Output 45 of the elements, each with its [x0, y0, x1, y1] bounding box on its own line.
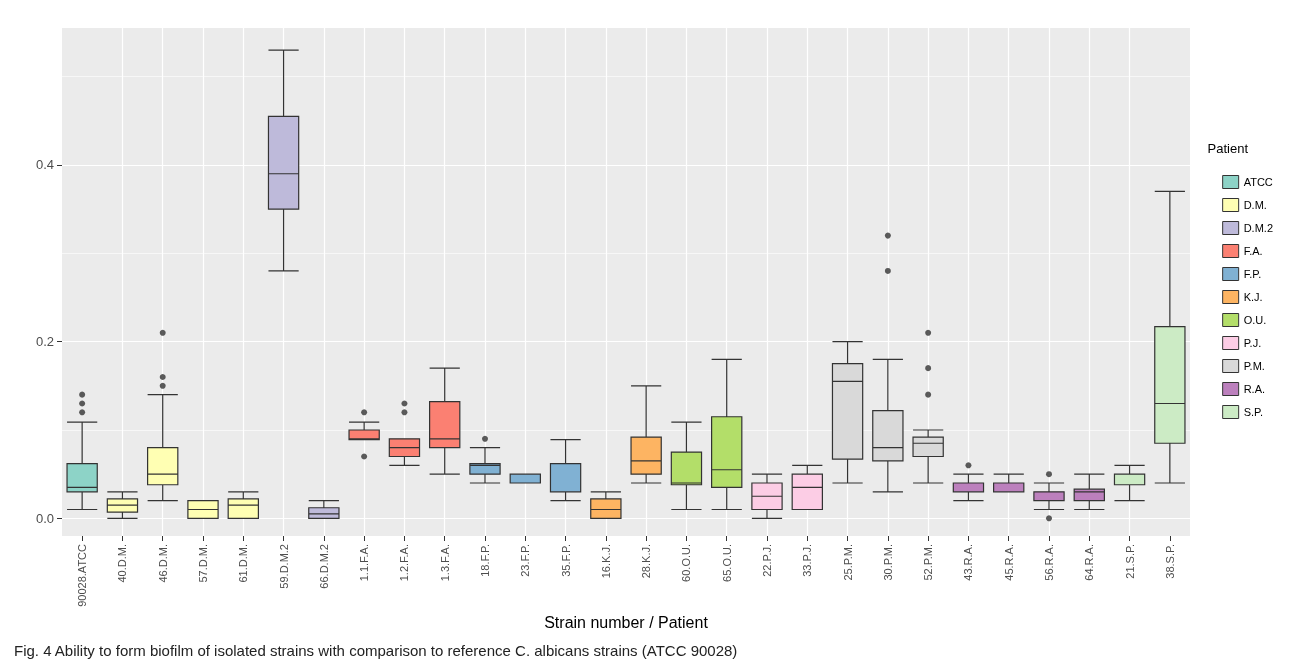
legend-title: Patient: [1207, 141, 1249, 156]
x-tick-label: 56.R.A.: [1043, 544, 1055, 581]
legend-label: S.P.: [1243, 406, 1264, 418]
legend-label: ATCC: [1243, 176, 1273, 188]
x-tick-label: 18.F.P.: [479, 544, 491, 577]
x-tick-label: 1.2.F.A.: [398, 544, 411, 582]
x-tick-label: 45.R.A.: [1002, 544, 1015, 581]
x-tick-label: 38.S.P.: [1163, 544, 1176, 579]
y-tick-label: 0.4: [35, 157, 54, 173]
legend-label: F.P.: [1243, 268, 1262, 280]
legend-label: P.M.: [1243, 360, 1265, 372]
x-tick-label: 28.K.J.: [640, 544, 653, 579]
x-tick-label: 43.R.A.: [962, 544, 975, 581]
x-tick-label: 60.O.U.: [680, 544, 693, 582]
legend-label: D.M.2: [1243, 222, 1274, 234]
x-tick-label: 23.F.P.: [519, 544, 532, 577]
caption: Fig. 4 Ability to form biofilm of isolated strains with comparison to reference C. albicans strains (ATCC 90028): [14, 642, 738, 659]
legend-label: P.J.: [1243, 337, 1262, 349]
x-tick-label: 16.K.J.: [599, 544, 612, 579]
x-tick-label: 61.D.M.: [237, 544, 250, 583]
legend-label: K.J.: [1243, 291, 1263, 303]
x-tick-label: 59.D.M.2: [277, 544, 290, 589]
x-tick-label: 33.P.J.: [801, 544, 814, 577]
x-tick-label: 64.R.A.: [1083, 544, 1096, 581]
x-tick-label: 65.O.U.: [720, 544, 733, 582]
x-tick-label: 40.D.M.: [116, 544, 129, 583]
x-tick-label: 57.D.M.: [197, 544, 209, 583]
x-tick-label: 46.D.M.: [156, 544, 169, 583]
x-tick-label: 25.P.M.: [841, 544, 854, 581]
x-tick-label: 1.1.F.A.: [358, 544, 371, 582]
x-tick-label: 1.3.F.A.: [438, 544, 451, 582]
x-axis-title: Strain number / Patient: [544, 614, 709, 632]
x-tick-label: 21.S.P.: [1123, 544, 1136, 579]
y-tick-label: 0.0: [35, 510, 54, 526]
x-tick-label: 35.F.P.: [559, 544, 572, 577]
x-tick-label: 30.P.M.: [881, 544, 894, 581]
legend-label: F.A.: [1243, 245, 1263, 257]
legend-label: O.U.: [1243, 314, 1267, 326]
y-tick-label: 0.2: [35, 334, 54, 350]
x-tick-label: 52.P.M.: [922, 544, 935, 581]
x-tick-label: 22.P.J.: [761, 544, 773, 577]
x-tick-label: 66.D.M.2: [317, 544, 330, 589]
legend-label: R.A.: [1243, 383, 1266, 395]
legend-label: D.M.: [1243, 199, 1267, 211]
x-tick-label: 90028.ATCC: [76, 543, 89, 607]
